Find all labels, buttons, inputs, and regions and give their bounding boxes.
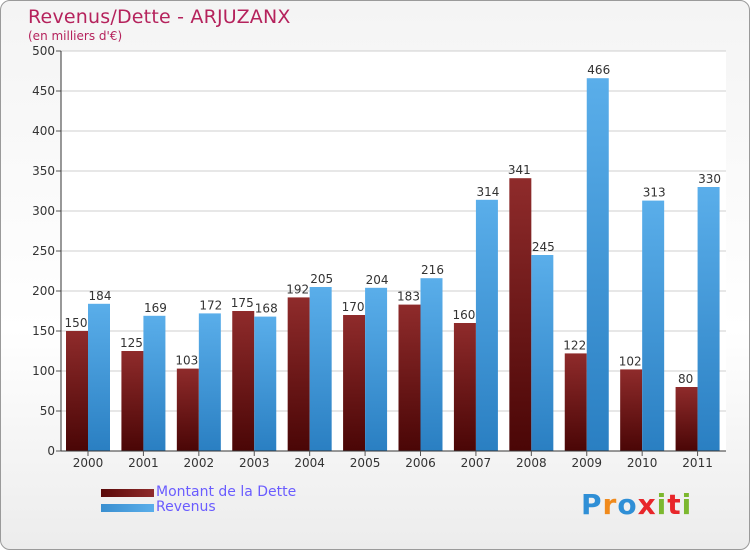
legend-swatch-dette	[101, 489, 154, 497]
legend-label-dette: Montant de la Dette	[156, 484, 297, 500]
value-label-dette: 150	[65, 316, 88, 330]
value-label-revenus: 172	[199, 298, 222, 312]
value-label-dette: 80	[678, 372, 693, 386]
value-label-revenus: 330	[698, 172, 721, 186]
value-label-dette: 183	[397, 290, 420, 304]
chart-title: Revenus/Dette - ARJUZANX	[28, 6, 291, 28]
y-tick-label: 0	[47, 444, 55, 458]
y-tick-label: 350	[32, 164, 55, 178]
x-tick-label: 2000	[73, 456, 104, 470]
bar-dette	[620, 369, 643, 451]
value-label-revenus: 169	[144, 301, 167, 315]
bar-revenus	[531, 255, 554, 451]
y-tick-label: 200	[32, 284, 55, 298]
bar-dette	[564, 353, 587, 451]
value-label-dette: 192	[286, 282, 309, 296]
logo-letter: i	[681, 488, 693, 521]
value-label-dette: 122	[563, 338, 586, 352]
x-tick-label: 2005	[350, 456, 381, 470]
value-label-revenus: 204	[366, 273, 389, 287]
y-tick-label: 100	[32, 364, 55, 378]
y-tick-label: 400	[32, 124, 55, 138]
x-tick-label: 2003	[239, 456, 270, 470]
value-label-revenus: 313	[643, 186, 666, 200]
x-tick-label: 2010	[627, 456, 658, 470]
bar-dette	[287, 297, 310, 451]
value-label-revenus: 168	[255, 302, 278, 316]
x-tick-label: 2001	[128, 456, 159, 470]
y-tick-label: 300	[32, 204, 55, 218]
bar-revenus	[642, 200, 665, 451]
bar-revenus	[198, 313, 221, 451]
value-label-revenus: 245	[532, 240, 555, 254]
value-label-revenus: 314	[476, 185, 499, 199]
bar-dette	[343, 315, 366, 451]
bar-revenus	[254, 316, 277, 451]
bar-revenus	[697, 187, 720, 451]
value-label-revenus: 216	[421, 263, 444, 277]
bar-dette	[66, 331, 88, 451]
logo-letter: o	[617, 488, 638, 521]
x-tick-label: 2004	[294, 456, 325, 470]
bar-revenus	[143, 315, 166, 451]
x-tick-label: 2007	[461, 456, 492, 470]
y-tick-label: 250	[32, 244, 55, 258]
bar-revenus	[420, 278, 443, 451]
value-label-revenus: 184	[89, 289, 112, 303]
value-label-dette: 175	[231, 296, 254, 310]
bar-revenus	[365, 287, 388, 451]
legend-swatch-revenus	[101, 504, 154, 512]
bar-dette	[675, 387, 698, 451]
y-tick-label: 50	[40, 404, 55, 418]
logo-letter: x	[637, 488, 657, 521]
logo-letter: P	[581, 488, 603, 521]
logo-letter: r	[602, 488, 618, 521]
value-label-revenus: 466	[587, 63, 610, 77]
x-tick-label: 2011	[682, 456, 713, 470]
bar-revenus	[88, 303, 110, 451]
value-label-dette: 125	[120, 336, 143, 350]
bar-dette	[453, 323, 476, 451]
x-tick-label: 2006	[405, 456, 436, 470]
bar-dette	[509, 178, 532, 451]
y-tick-label: 500	[32, 44, 55, 58]
chart-subtitle: (en milliers d'€)	[28, 29, 123, 43]
value-label-dette: 160	[452, 308, 475, 322]
bar-revenus	[475, 199, 498, 451]
bar-dette	[232, 311, 255, 451]
bar-revenus	[586, 78, 609, 451]
value-label-dette: 103	[175, 354, 198, 368]
x-tick-label: 2002	[184, 456, 215, 470]
x-tick-label: 2008	[516, 456, 547, 470]
bar-revenus	[309, 287, 332, 451]
logo-letter: i	[656, 488, 668, 521]
logo-letter: t	[667, 488, 682, 521]
bar-dette	[176, 368, 199, 451]
bar-dette	[121, 351, 144, 451]
value-label-dette: 170	[342, 300, 365, 314]
y-tick-label: 450	[32, 84, 55, 98]
legend-label-revenus: Revenus	[156, 499, 216, 515]
x-tick-label: 2009	[571, 456, 602, 470]
bar-dette	[398, 304, 421, 451]
value-label-revenus: 205	[310, 272, 333, 286]
y-tick-label: 150	[32, 324, 55, 338]
proxiti-logo: Proxiti	[581, 488, 692, 521]
value-label-dette: 341	[508, 163, 531, 177]
value-label-dette: 102	[619, 354, 642, 368]
